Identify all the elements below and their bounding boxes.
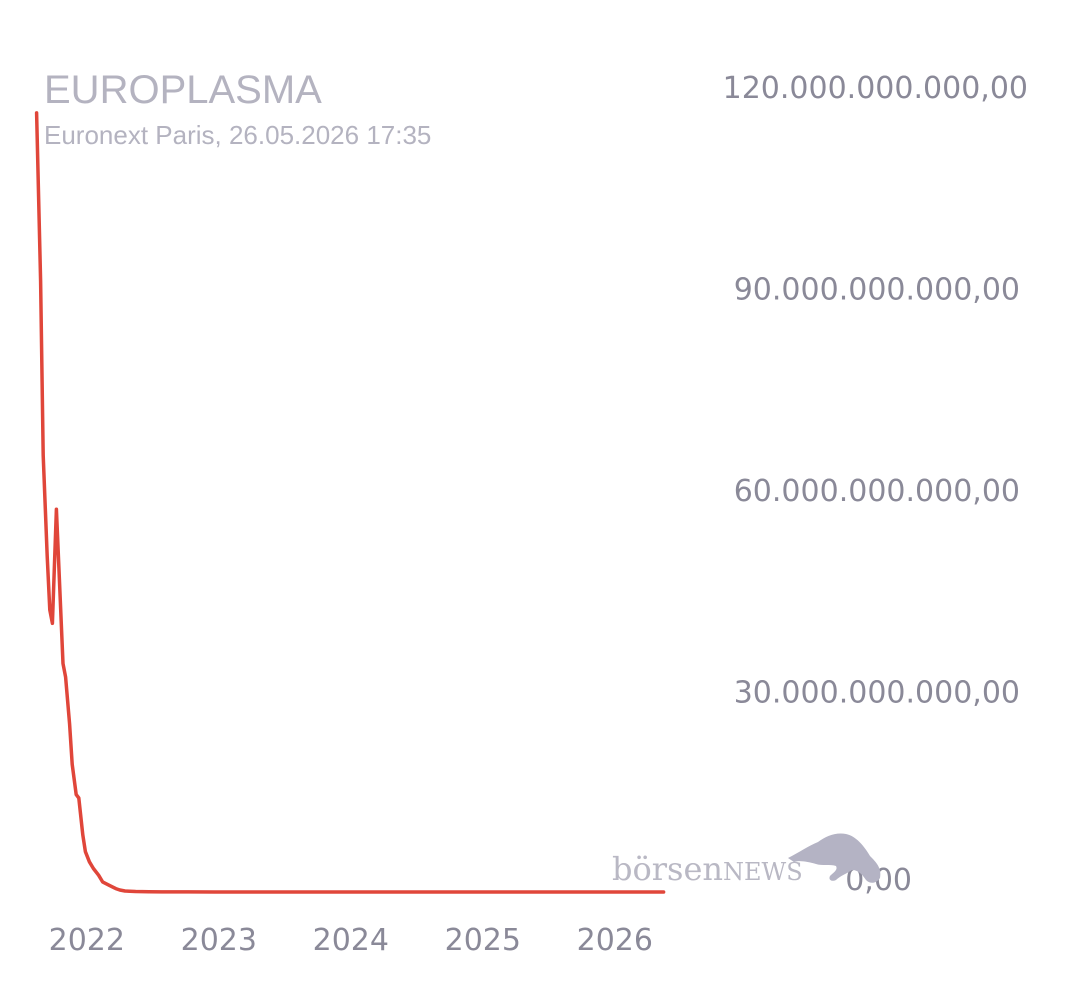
x-tick-label: 2022 <box>49 923 125 958</box>
chart-title: EUROPLASMA <box>44 68 322 112</box>
watermark-brand-part1: börsen <box>612 850 723 888</box>
svg-text:börsenNEWS: börsenNEWS <box>612 850 803 888</box>
y-tick-label: 120.000.000.000,00 <box>723 71 1028 106</box>
y-tick-label: 30.000.000.000,00 <box>734 676 1020 711</box>
series-line-layer <box>34 111 666 894</box>
x-tick-label: 2024 <box>313 923 389 958</box>
y-axis: 0,0030.000.000.000,0060.000.000.000,0090… <box>723 71 1028 898</box>
x-tick-label: 2025 <box>445 923 521 958</box>
watermark-brand-part2: NEWS <box>723 858 803 886</box>
x-axis: 2022 2023 2024 2025 2026 <box>49 923 653 958</box>
y-tick-label: 90.000.000.000,00 <box>734 273 1020 308</box>
bull-icon <box>788 833 881 883</box>
x-tick-label: 2026 <box>577 923 653 958</box>
chart-subtitle: Euronext Paris, 26.05.2026 17:35 <box>44 120 431 150</box>
y-tick-label: 60.000.000.000,00 <box>734 474 1020 509</box>
x-tick-label: 2023 <box>181 923 257 958</box>
series-line <box>34 111 666 894</box>
boersennews-watermark: börsenNEWS <box>612 833 881 888</box>
